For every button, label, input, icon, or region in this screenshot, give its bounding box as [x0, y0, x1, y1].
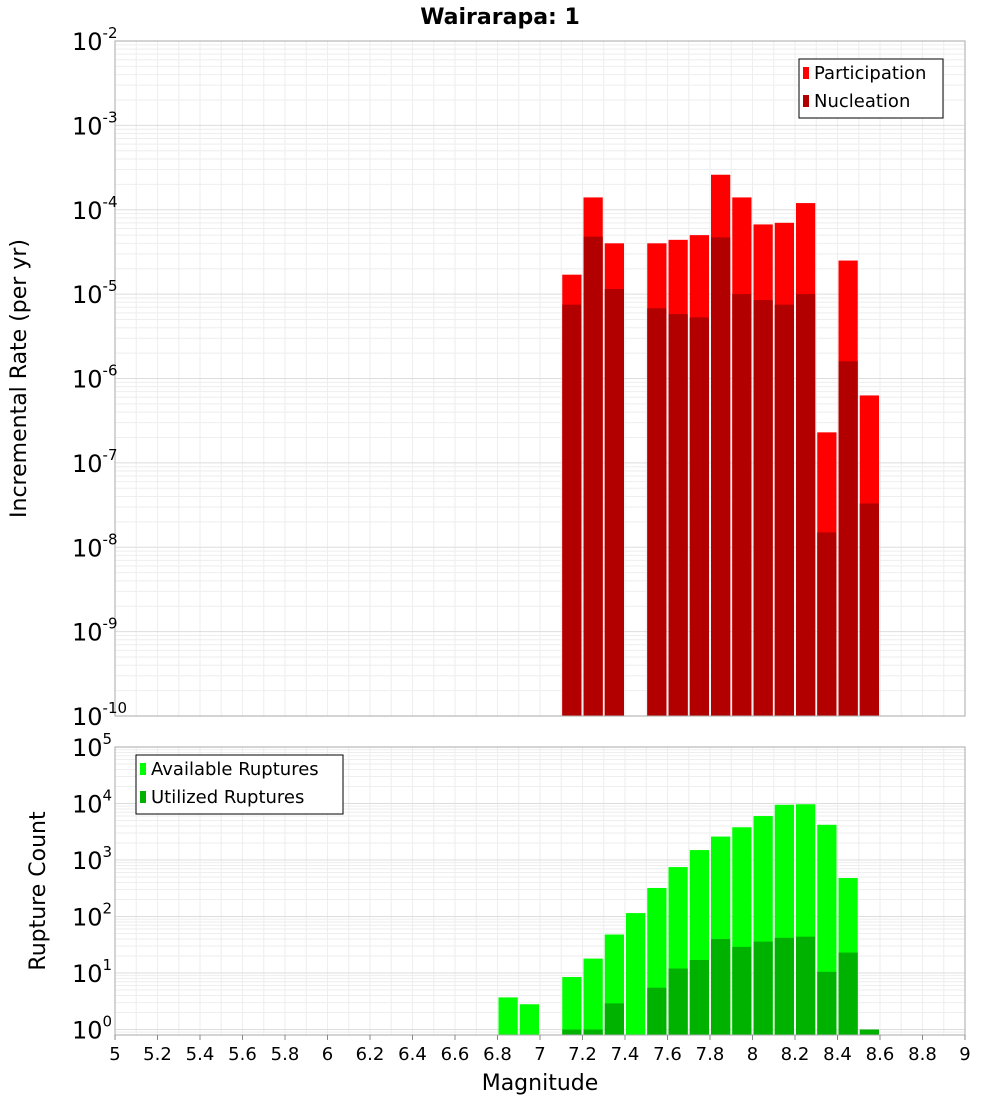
bar: [859, 503, 879, 716]
x-tick-label: 9: [959, 1044, 970, 1065]
bar: [668, 314, 688, 716]
bar: [838, 361, 858, 716]
legend: Available Ruptures Utilized Ruptures: [135, 754, 344, 815]
legend-label: Nucleation: [814, 91, 910, 112]
bar: [732, 294, 752, 716]
bar: [859, 1029, 879, 1035]
x-tick-label: 5.4: [186, 1044, 215, 1065]
x-tick-label: 8: [747, 1044, 758, 1065]
x-tick-label: 8.2: [781, 1044, 810, 1065]
y-tick-label: 10-6: [72, 362, 118, 394]
x-tick-label: 7.2: [568, 1044, 597, 1065]
bar: [817, 971, 837, 1035]
x-tick-label: 7.6: [653, 1044, 682, 1065]
x-tick-label: 7.8: [696, 1044, 725, 1065]
legend-label: Participation: [814, 63, 926, 84]
bar: [711, 237, 731, 716]
bar: [562, 977, 582, 1035]
bar: [519, 1004, 539, 1035]
x-axis-label: Magnitude: [482, 1071, 599, 1096]
x-tick-label: 5: [109, 1044, 120, 1065]
x-tick-label: 8.8: [908, 1044, 937, 1065]
bar: [583, 1029, 603, 1035]
bar: [774, 304, 794, 716]
x-tick-label: 6.6: [441, 1044, 470, 1065]
bar: [838, 952, 858, 1035]
count-panel: 100 101 102 103 104 105 Rupture Count Available…: [26, 730, 966, 1045]
bar: [498, 997, 518, 1035]
y-axis: 100 101 102 103 104 105: [72, 730, 112, 1045]
bar: [647, 987, 667, 1035]
grid: [114, 40, 966, 717]
bar: [583, 236, 603, 716]
y-tick-label: 104: [72, 787, 112, 819]
legend-label: Available Ruptures: [151, 759, 319, 780]
x-tick-label: 6: [322, 1044, 333, 1065]
y-tick-label: 10-2: [72, 24, 118, 56]
legend-label: Utilized Ruptures: [151, 787, 304, 808]
y-tick-label: 101: [72, 956, 112, 988]
x-tick-label: 7: [534, 1044, 545, 1065]
x-axis: 5 5.2 5.4 5.6 5.8 6 6.2 6.4 6.6 6.8 7 7.2 7.4 7.6 7.8 8…: [109, 1035, 971, 1065]
y-tick-label: 10-5: [72, 277, 118, 309]
y-tick-label: 10-7: [72, 446, 118, 478]
bar: [562, 304, 582, 716]
y-axis: 10-10 10-9 10-8 10-7 10-6 10-5 10-4 10-3 10-2: [72, 24, 127, 731]
legend-swatch: [140, 763, 146, 775]
legend-swatch: [140, 791, 146, 803]
x-tick-label: 6.8: [483, 1044, 512, 1065]
bar: [796, 294, 816, 716]
x-tick-label: 8.4: [823, 1044, 852, 1065]
bar: [753, 941, 773, 1035]
y-axis-label: Incremental Rate (per yr): [7, 239, 32, 518]
bar: [711, 939, 731, 1035]
y-tick-label: 10-8: [72, 530, 118, 562]
y-axis-label: Rupture Count: [26, 811, 51, 971]
legend-swatch: [803, 67, 809, 79]
y-tick-label: 100: [72, 1013, 112, 1045]
legend-box: [798, 58, 944, 119]
x-tick-label: 6.2: [356, 1044, 385, 1065]
y-tick-label: 10-4: [72, 193, 118, 225]
rate-panel: 10-10 10-9 10-8 10-7 10-6 10-5 10-4 10-3 10-2 Inc…: [7, 24, 966, 731]
bar: [562, 1029, 582, 1035]
series-utilized-ruptures: [562, 936, 879, 1035]
y-tick-label: 105: [72, 730, 112, 762]
plot-frame: [114, 40, 966, 717]
bar: [647, 308, 667, 716]
bar: [626, 913, 646, 1035]
x-tick-label: 6.4: [398, 1044, 427, 1065]
bar: [753, 300, 773, 716]
legend-box: [135, 754, 344, 815]
y-tick-label: 10-3: [72, 108, 118, 140]
bar: [604, 1003, 624, 1035]
x-tick-label: 5.8: [271, 1044, 300, 1065]
x-tick-label: 5.2: [143, 1044, 172, 1065]
x-tick-label: 7.4: [611, 1044, 640, 1065]
legend-swatch: [803, 95, 809, 107]
bar: [689, 317, 709, 716]
y-tick-label: 103: [72, 843, 112, 875]
bar: [817, 532, 837, 716]
y-tick-label: 10-10: [72, 699, 127, 731]
y-tick-label: 102: [72, 900, 112, 932]
y-tick-label: 10-9: [72, 615, 118, 647]
x-tick-label: 8.6: [866, 1044, 895, 1065]
x-tick-label: 5.6: [228, 1044, 257, 1065]
bar: [732, 946, 752, 1035]
bar: [774, 937, 794, 1035]
bar: [689, 959, 709, 1035]
bar: [604, 289, 624, 716]
series-nucleation: [562, 236, 879, 716]
chart-title: Wairarapa: 1: [420, 5, 580, 30]
bar: [796, 936, 816, 1035]
bar: [668, 968, 688, 1035]
legend: Participation Nucleation: [798, 58, 944, 119]
bar: [583, 958, 603, 1035]
